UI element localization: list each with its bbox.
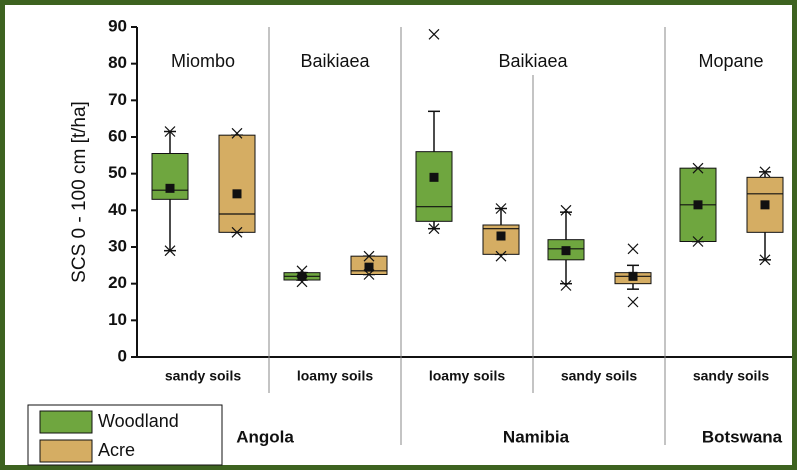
category-label: sandy soils — [693, 368, 769, 384]
extreme-marker — [560, 204, 572, 216]
country-label: Angola — [236, 427, 294, 446]
extreme-marker — [428, 223, 440, 235]
mean — [496, 231, 506, 241]
mean — [760, 200, 770, 210]
extreme-marker — [560, 280, 572, 291]
legend-swatch — [39, 439, 93, 463]
extreme-marker — [627, 243, 639, 255]
extreme-marker — [164, 245, 176, 257]
extreme-marker — [363, 269, 375, 280]
extreme-marker — [627, 296, 639, 308]
mean — [232, 189, 242, 199]
mean — [165, 183, 175, 193]
y-axis-label: SCS 0 - 100 cm [t/ha] — [69, 101, 90, 283]
extreme-marker — [495, 203, 507, 214]
legend-swatch — [39, 410, 93, 434]
extreme-marker — [164, 126, 176, 137]
extreme-marker — [363, 250, 375, 262]
y-tick-label: 50 — [108, 163, 127, 182]
extreme-marker — [692, 236, 704, 247]
mean — [693, 200, 703, 210]
box — [415, 151, 453, 222]
mean — [297, 271, 307, 281]
vegetation-label: Mopane — [698, 51, 763, 71]
extreme-marker — [296, 276, 308, 288]
category-label: loamy soils — [429, 368, 505, 384]
extreme-marker — [759, 166, 771, 178]
extreme-marker — [495, 250, 507, 262]
y-tick-label: 0 — [118, 346, 127, 365]
mean — [364, 262, 374, 272]
legend-label: Acre — [98, 440, 135, 460]
y-tick-label: 10 — [108, 310, 127, 329]
y-tick-label: 20 — [108, 273, 127, 292]
extreme-marker — [231, 127, 243, 139]
category-label: loamy soils — [297, 368, 373, 384]
y-tick-label: 70 — [108, 90, 127, 109]
extreme-marker — [692, 162, 704, 174]
extreme-marker — [296, 265, 308, 277]
y-tick-label: 60 — [108, 126, 127, 145]
country-label: Namibia — [503, 427, 570, 446]
extreme-marker — [231, 226, 243, 238]
mean — [628, 271, 638, 281]
y-tick-label: 30 — [108, 236, 127, 255]
extreme-marker — [759, 254, 771, 266]
vegetation-label: Miombo — [171, 51, 235, 71]
mean — [429, 172, 439, 182]
country-label: Botswana — [702, 427, 783, 446]
y-tick-label: 40 — [108, 200, 127, 219]
mean — [561, 246, 571, 256]
category-label: sandy soils — [165, 368, 241, 384]
legend-label: Woodland — [98, 411, 179, 431]
vegetation-label: Baikiaea — [300, 51, 370, 71]
category-label: sandy soils — [561, 368, 637, 384]
vegetation-label: Baikiaea — [498, 51, 568, 71]
y-tick-label: 80 — [108, 53, 127, 72]
y-tick-label: 90 — [108, 16, 127, 35]
box — [218, 134, 256, 233]
extreme-marker — [428, 28, 440, 40]
